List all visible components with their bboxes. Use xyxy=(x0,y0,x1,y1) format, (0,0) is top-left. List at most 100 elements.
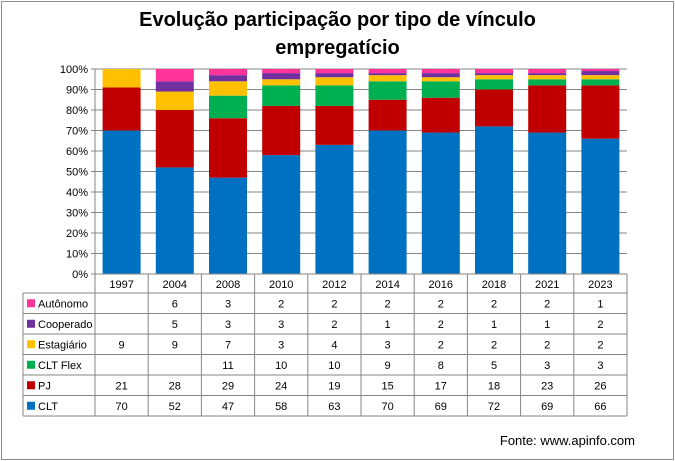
x-tick-label: 2012 xyxy=(322,279,346,291)
data-label: 1 xyxy=(544,319,550,331)
x-tick-label: 2010 xyxy=(269,279,293,291)
bar-estagi-rio-2008 xyxy=(209,81,247,96)
source-note: Fonte: www.apinfo.com xyxy=(499,433,635,448)
bar-pj-2018 xyxy=(475,89,513,127)
data-label: 70 xyxy=(115,401,127,413)
data-label: 70 xyxy=(381,401,393,413)
chart-title: Evolução participação por tipo de víncul… xyxy=(0,6,675,62)
y-tick-label: 70% xyxy=(66,126,88,138)
data-label: 6 xyxy=(172,298,178,310)
legend-key-clt-flex xyxy=(27,360,35,369)
data-label: 1 xyxy=(385,319,391,331)
data-label: 3 xyxy=(544,360,550,372)
bar-estagi-rio-1997 xyxy=(102,69,141,88)
bar-clt-1997 xyxy=(102,130,141,274)
data-label: 8 xyxy=(438,360,444,372)
legend-key-aut-nomo xyxy=(27,299,35,308)
legend-label: Autônomo xyxy=(38,298,88,310)
data-label: 11 xyxy=(222,360,233,372)
legend-key-clt xyxy=(27,401,35,410)
bar-cooperado-2014 xyxy=(368,73,407,76)
bar-estagi-rio-2012 xyxy=(315,77,354,86)
bar-cooperado-2004 xyxy=(155,81,194,92)
bar-clt-flex-2023 xyxy=(581,79,620,86)
bar-aut-nomo-2004 xyxy=(155,69,194,82)
y-tick-label: 90% xyxy=(66,85,88,97)
x-tick-label: 2018 xyxy=(482,279,506,291)
bar-clt-2016 xyxy=(421,132,460,274)
bar-estagi-rio-2010 xyxy=(262,79,301,86)
data-label: 10 xyxy=(275,360,287,372)
data-label: 5 xyxy=(491,360,497,372)
data-label: 72 xyxy=(488,401,500,413)
bar-clt-flex-2008 xyxy=(209,95,247,119)
bar-pj-2004 xyxy=(155,110,194,168)
x-tick-label: 2023 xyxy=(588,279,612,291)
data-label: 66 xyxy=(594,401,606,413)
data-label: 2 xyxy=(491,339,497,351)
data-label: 3 xyxy=(278,319,284,331)
legend-key-estagi-rio xyxy=(27,340,35,349)
bar-aut-nomo-2018 xyxy=(475,69,513,74)
legend-label: PJ xyxy=(38,380,51,392)
data-label: 2 xyxy=(278,298,284,310)
data-label: 26 xyxy=(594,380,606,392)
legend-label: CLT xyxy=(38,401,58,413)
x-tick-label: 2004 xyxy=(163,279,187,291)
bar-clt-flex-2018 xyxy=(475,79,513,90)
bar-pj-1997 xyxy=(102,87,141,131)
y-tick-label: 10% xyxy=(66,249,88,261)
data-label: 9 xyxy=(172,339,178,351)
data-label: 1 xyxy=(491,319,497,331)
data-label: 3 xyxy=(278,339,284,351)
bar-clt-flex-2021 xyxy=(528,79,567,86)
data-label: 24 xyxy=(275,380,287,392)
x-tick-label: 2008 xyxy=(216,279,240,291)
bar-pj-2012 xyxy=(315,105,354,145)
bar-aut-nomo-2012 xyxy=(315,69,354,74)
bar-aut-nomo-2014 xyxy=(368,69,407,74)
x-tick-label: 2021 xyxy=(535,279,559,291)
bar-aut-nomo-2016 xyxy=(421,69,460,74)
data-label: 2 xyxy=(544,298,550,310)
data-label: 2 xyxy=(597,339,603,351)
bar-estagi-rio-2014 xyxy=(368,75,407,82)
x-tick-label: 1997 xyxy=(109,279,133,291)
data-label: 2 xyxy=(331,298,337,310)
data-label: 15 xyxy=(381,380,393,392)
bar-clt-2018 xyxy=(475,126,513,275)
y-tick-label: 40% xyxy=(66,187,88,199)
chart-title-line-1: Evolução participação por tipo de víncul… xyxy=(139,9,536,31)
legend-key-cooperado xyxy=(27,319,35,328)
data-label: 3 xyxy=(225,298,231,310)
bar-clt-2010 xyxy=(262,155,301,274)
y-tick-label: 50% xyxy=(66,167,88,179)
chart-title-line-2: empregatício xyxy=(275,37,400,59)
legend-key-pj xyxy=(27,381,35,390)
data-label: 2 xyxy=(385,298,391,310)
data-label: 18 xyxy=(488,380,500,392)
bar-cooperado-2016 xyxy=(421,73,460,78)
data-label: 1 xyxy=(597,298,603,310)
legend-label: Estagiário xyxy=(38,339,87,351)
data-label: 5 xyxy=(172,319,178,331)
x-tick-label: 2016 xyxy=(429,279,453,291)
bar-estagi-rio-2021 xyxy=(528,75,567,80)
y-tick-label: 0% xyxy=(72,269,88,281)
bar-estagi-rio-2023 xyxy=(581,75,620,80)
data-label: 2 xyxy=(331,319,337,331)
data-label: 29 xyxy=(222,380,234,392)
y-tick-label: 30% xyxy=(66,208,88,220)
bar-cooperado-2023 xyxy=(581,71,620,76)
bar-cooperado-2018 xyxy=(475,73,513,76)
data-label: 9 xyxy=(385,360,391,372)
x-tick-label: 2014 xyxy=(375,279,399,291)
bar-pj-2010 xyxy=(262,105,301,156)
data-label: 2 xyxy=(597,319,603,331)
data-label: 23 xyxy=(541,380,553,392)
data-label: 10 xyxy=(328,360,340,372)
data-label: 52 xyxy=(169,401,181,413)
data-label: 28 xyxy=(169,380,181,392)
data-label: 63 xyxy=(328,401,340,413)
